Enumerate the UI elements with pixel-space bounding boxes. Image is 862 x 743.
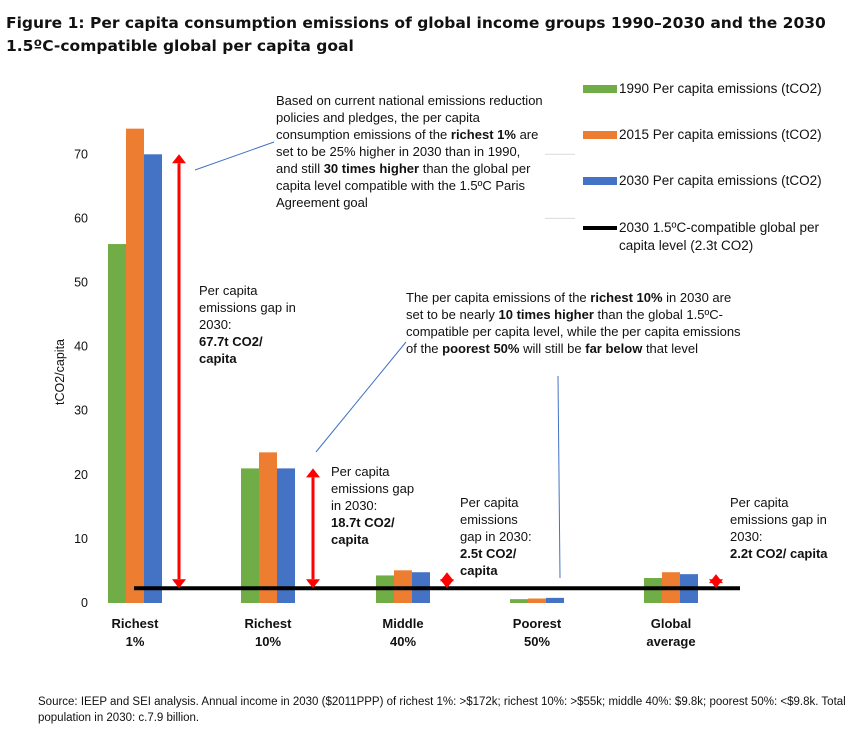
- x-tick-label: Richest: [112, 616, 160, 631]
- bar-s2015-3: [528, 598, 546, 603]
- legend-item-goal: 2030 1.5ºC-compatible global per capita …: [583, 219, 853, 255]
- x-tick-label: 1%: [126, 634, 145, 649]
- gap-value: 2.2t CO2/ capita: [730, 546, 828, 561]
- callout-text: than the global 1.5ºC-compatible per cap…: [406, 307, 741, 356]
- bar-s1990-3: [510, 599, 528, 603]
- callout-bold: 10 times higher: [498, 307, 594, 322]
- callout-bold: 30 times higher: [323, 161, 420, 176]
- gap-label-text: Per capita emissions gap in 2030:: [460, 495, 532, 544]
- gap-arrow-2: [440, 572, 454, 589]
- bar-s2015-1: [259, 452, 277, 603]
- gap-value: 67.7t CO2/ capita: [199, 334, 263, 366]
- y-tick-label: 20: [74, 468, 88, 482]
- y-tick-label: 70: [74, 147, 88, 161]
- legend-item-1990: 1990 Per capita emissions (tCO2): [583, 80, 822, 98]
- legend-label-1990: 1990 Per capita emissions (tCO2): [619, 81, 822, 96]
- gap-arrow-head-up: [172, 154, 186, 164]
- gap-label-richest-10: Per capita emissions gap in 2030: 18.7t …: [331, 463, 426, 548]
- callout-text: The per capita emissions of the: [406, 290, 587, 305]
- x-tick-label: Richest: [245, 616, 293, 631]
- y-tick-label: 10: [74, 532, 88, 546]
- bar-s1990-4: [644, 578, 662, 603]
- legend-item-2015: 2015 Per capita emissions (tCO2): [583, 126, 822, 144]
- callout-bold: richest 1%: [450, 127, 516, 142]
- richest-10-callout: The per capita emissions of the richest …: [406, 289, 746, 357]
- callout-text: are set to be 25% higher in 2030 than in…: [276, 127, 539, 176]
- gap-value: 2.5t CO2/ capita: [460, 546, 517, 578]
- bar-s2030-1: [277, 468, 295, 603]
- legend-swatch-goal: [583, 226, 617, 230]
- gap-label-text: Per capita emissions gap in 2030:: [730, 495, 827, 544]
- legend-item-2030: 2030 Per capita emissions (tCO2): [583, 172, 822, 190]
- bar-s1990-0: [108, 244, 126, 604]
- gap-label-global: Per capita emissions gap in 2030: 2.2t C…: [730, 494, 830, 562]
- callout-text: Based on current national emissions redu…: [276, 93, 543, 142]
- y-axis-label: tCO2/capita: [53, 339, 67, 405]
- callout-leader-poorest-50: [557, 375, 561, 579]
- gap-arrow-head-up: [306, 468, 320, 478]
- legend-label-2030: 2030 Per capita emissions (tCO2): [619, 173, 822, 188]
- gap-arrow-1: [306, 468, 320, 589]
- x-tick-label: Middle: [382, 616, 423, 631]
- callout-text: that level: [645, 341, 698, 356]
- gap-value: 18.7t CO2/ capita: [331, 515, 395, 547]
- legend-swatch-1990: [583, 85, 617, 93]
- gap-label-text: Per capita emissions gap in 2030:: [331, 464, 415, 513]
- x-tick-label: 40%: [390, 634, 416, 649]
- callout-text: in 2030 are set to be nearly: [406, 290, 732, 322]
- callout-text: than the global per capita level compati…: [276, 161, 531, 210]
- x-tick-label: Poorest: [513, 616, 562, 631]
- y-tick-label: 30: [74, 404, 88, 418]
- callout-leader-richest-10: [315, 341, 407, 453]
- y-tick-label: 0: [81, 596, 88, 610]
- gap-label-middle-40: Per capita emissions gap in 2030: 2.5t C…: [460, 494, 540, 579]
- bar-s2030-3: [546, 597, 564, 603]
- bar-s2015-0: [126, 128, 144, 603]
- chart-title: Figure 1: Per capita consumption emissio…: [6, 14, 826, 55]
- gap-label-text: Per capita emissions gap in 2030:: [199, 283, 296, 332]
- gap-arrow-0: [172, 154, 186, 589]
- gap-arrow-head-down: [440, 579, 454, 589]
- x-tick-label: average: [646, 634, 695, 649]
- gap-arrow-4: [709, 574, 723, 589]
- bar-s1990-1: [241, 468, 259, 603]
- gap-arrow-head-down: [172, 579, 186, 589]
- callout-leader-richest-1: [194, 141, 275, 171]
- source-note: Source: IEEP and SEI analysis. Annual in…: [38, 696, 846, 724]
- callout-bold: far below: [585, 341, 643, 356]
- callout-text: will still be: [523, 341, 582, 356]
- gap-arrow-head-down: [306, 579, 320, 589]
- y-tick-label: 50: [74, 276, 88, 290]
- legend-swatch-2030: [583, 177, 617, 185]
- callout-bold: richest 10%: [590, 290, 663, 305]
- gap-arrow-head-down: [709, 579, 723, 589]
- gap-label-richest-1: Per capita emissions gap in 2030: 67.7t …: [199, 282, 299, 367]
- x-tick-label: Global: [651, 616, 691, 631]
- gap-arrow-head-up: [440, 572, 454, 582]
- x-tick-label: 50%: [524, 634, 550, 649]
- richest-1-callout: Based on current national emissions redu…: [276, 92, 544, 211]
- y-tick-label: 40: [74, 340, 88, 354]
- y-tick-label: 60: [74, 211, 88, 225]
- legend-swatch-2015: [583, 131, 617, 139]
- callout-bold: poorest 50%: [442, 341, 520, 356]
- legend-label-goal: 2030 1.5ºC-compatible global per capita …: [619, 220, 820, 253]
- legend-label-2015: 2015 Per capita emissions (tCO2): [619, 127, 822, 142]
- x-tick-label: 10%: [255, 634, 281, 649]
- bar-s2030-0: [144, 154, 162, 604]
